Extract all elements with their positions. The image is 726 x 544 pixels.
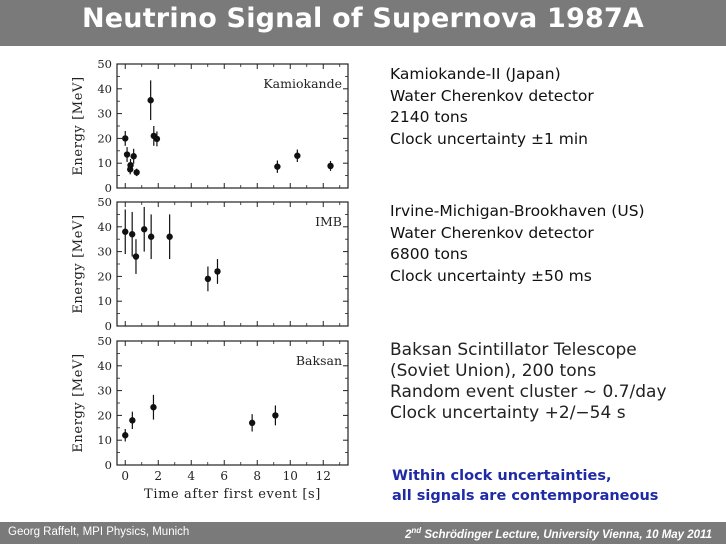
y-tick-label: 30 (97, 384, 112, 398)
data-point (132, 253, 140, 260)
x-tick-label: 4 (187, 469, 195, 483)
panel-baksan: 0 10 20 30 40 50 0 2 4 6 8 10 12 Time after first eve… (71, 334, 349, 502)
data-point (129, 417, 136, 424)
y-tick-label: 10 (97, 433, 112, 447)
y-tick-label: 40 (97, 220, 112, 234)
description-line: Random event cluster ~ 0.7/day (390, 382, 667, 402)
data-point (294, 152, 301, 159)
page-title: Neutrino Signal of Supernova 1987A (81, 3, 645, 34)
description-line: Clock uncertainty +2/−54 s (390, 403, 626, 423)
data-point (150, 404, 157, 411)
y-axis-label: Energy [MeV] (71, 76, 86, 175)
data-point (204, 275, 212, 283)
data-point (123, 151, 131, 158)
description-line: 2140 tons (390, 108, 468, 126)
panel-label: IMB (315, 214, 342, 229)
data-point (274, 163, 281, 170)
y-tick-label: 50 (97, 195, 112, 209)
y-tick-label: 20 (97, 408, 112, 422)
y-tick-label: 40 (97, 82, 112, 96)
y-tick-label: 30 (97, 107, 112, 121)
data-point (128, 231, 136, 238)
baksan-description: Baksan Scintillator Telescope (Soviet Un… (390, 340, 667, 424)
conclusion-note: Within clock uncertainties, all signals … (392, 466, 658, 506)
kamiokande-description: Kamiokande-II (Japan) Water Cherenkov de… (390, 64, 594, 150)
data-point (133, 169, 140, 176)
y-tick-label: 20 (97, 131, 112, 145)
x-axis-label: Time after first event [s] (144, 487, 321, 502)
data-point (147, 97, 154, 104)
panel-kamiokande: 0 10 20 30 40 50 Energy [MeV] Kamiokande (71, 57, 349, 195)
description-line: Water Cherenkov detector (390, 223, 594, 242)
y-tick-label: 20 (97, 269, 112, 283)
y-tick-label: 50 (97, 334, 112, 348)
x-tick-label: 12 (316, 469, 331, 483)
data-point (141, 226, 148, 233)
x-tick-label: 6 (220, 469, 228, 483)
data-point (122, 432, 129, 439)
y-tick-label: 0 (105, 458, 112, 472)
panel-label: Baksan (296, 353, 342, 368)
data-point (147, 233, 155, 240)
description-line: (Soviet Union), 200 tons (390, 361, 597, 381)
y-tick-label: 10 (97, 294, 112, 308)
data-point (127, 161, 134, 169)
panel-imb: 0 10 20 30 40 50 Energy [MeV] IMB (71, 195, 349, 333)
data-point (122, 135, 129, 142)
footer-author: Georg Raffelt, MPI Physics, Munich (8, 526, 190, 538)
imb-description: Irvine-Michigan-Brookhaven (US) Water Ch… (390, 201, 645, 287)
description-line: Kamiokande-II (Japan) (390, 65, 561, 83)
y-tick-label: 10 (97, 156, 112, 170)
y-tick-label: 50 (97, 57, 112, 71)
data-point (272, 412, 279, 419)
description-line: Water Cherenkov detector (390, 86, 594, 105)
x-tick-label: 10 (283, 469, 298, 483)
data-point (214, 268, 221, 275)
title-bar: Neutrino Signal of Supernova 1987A (0, 0, 726, 46)
data-point (153, 135, 161, 143)
data-point (166, 233, 173, 240)
x-tick-label: 8 (253, 469, 261, 483)
note-line: all signals are contemporaneous (392, 488, 659, 504)
description-line: Clock uncertainty ±50 ms (390, 266, 592, 285)
y-axis-label: Energy [MeV] (71, 353, 86, 452)
panel-label: Kamiokande (263, 76, 342, 91)
y-tick-label: 30 (97, 245, 112, 259)
description-line: Baksan Scintillator Telescope (390, 340, 637, 360)
footer-lecture-text: Schrödinger Lecture, University Vienna, … (421, 528, 712, 541)
footer-bar: Georg Raffelt, MPI Physics, Munich 2nd S… (0, 522, 726, 544)
footer-lecture: 2nd Schrödinger Lecture, University Vien… (405, 526, 712, 541)
y-axis-label: Energy [MeV] (71, 214, 86, 313)
description-line: 6800 tons (390, 245, 468, 263)
description-line: Clock uncertainty ±1 min (390, 129, 589, 148)
y-tick-label: 0 (105, 319, 112, 333)
data-point (130, 153, 137, 160)
data-point (122, 228, 129, 235)
footer-ordinal-suffix: nd (411, 526, 422, 535)
y-tick-label: 0 (105, 181, 112, 195)
y-tick-label: 40 (97, 359, 112, 373)
data-point (248, 419, 256, 427)
data-point (327, 162, 334, 170)
description-line: Irvine-Michigan-Brookhaven (US) (390, 202, 645, 220)
footer-ordinal: 2 (405, 528, 412, 541)
x-tick-label: 2 (154, 469, 162, 483)
note-line: Within clock uncertainties, (392, 468, 612, 484)
x-tick-label: 0 (121, 469, 129, 483)
